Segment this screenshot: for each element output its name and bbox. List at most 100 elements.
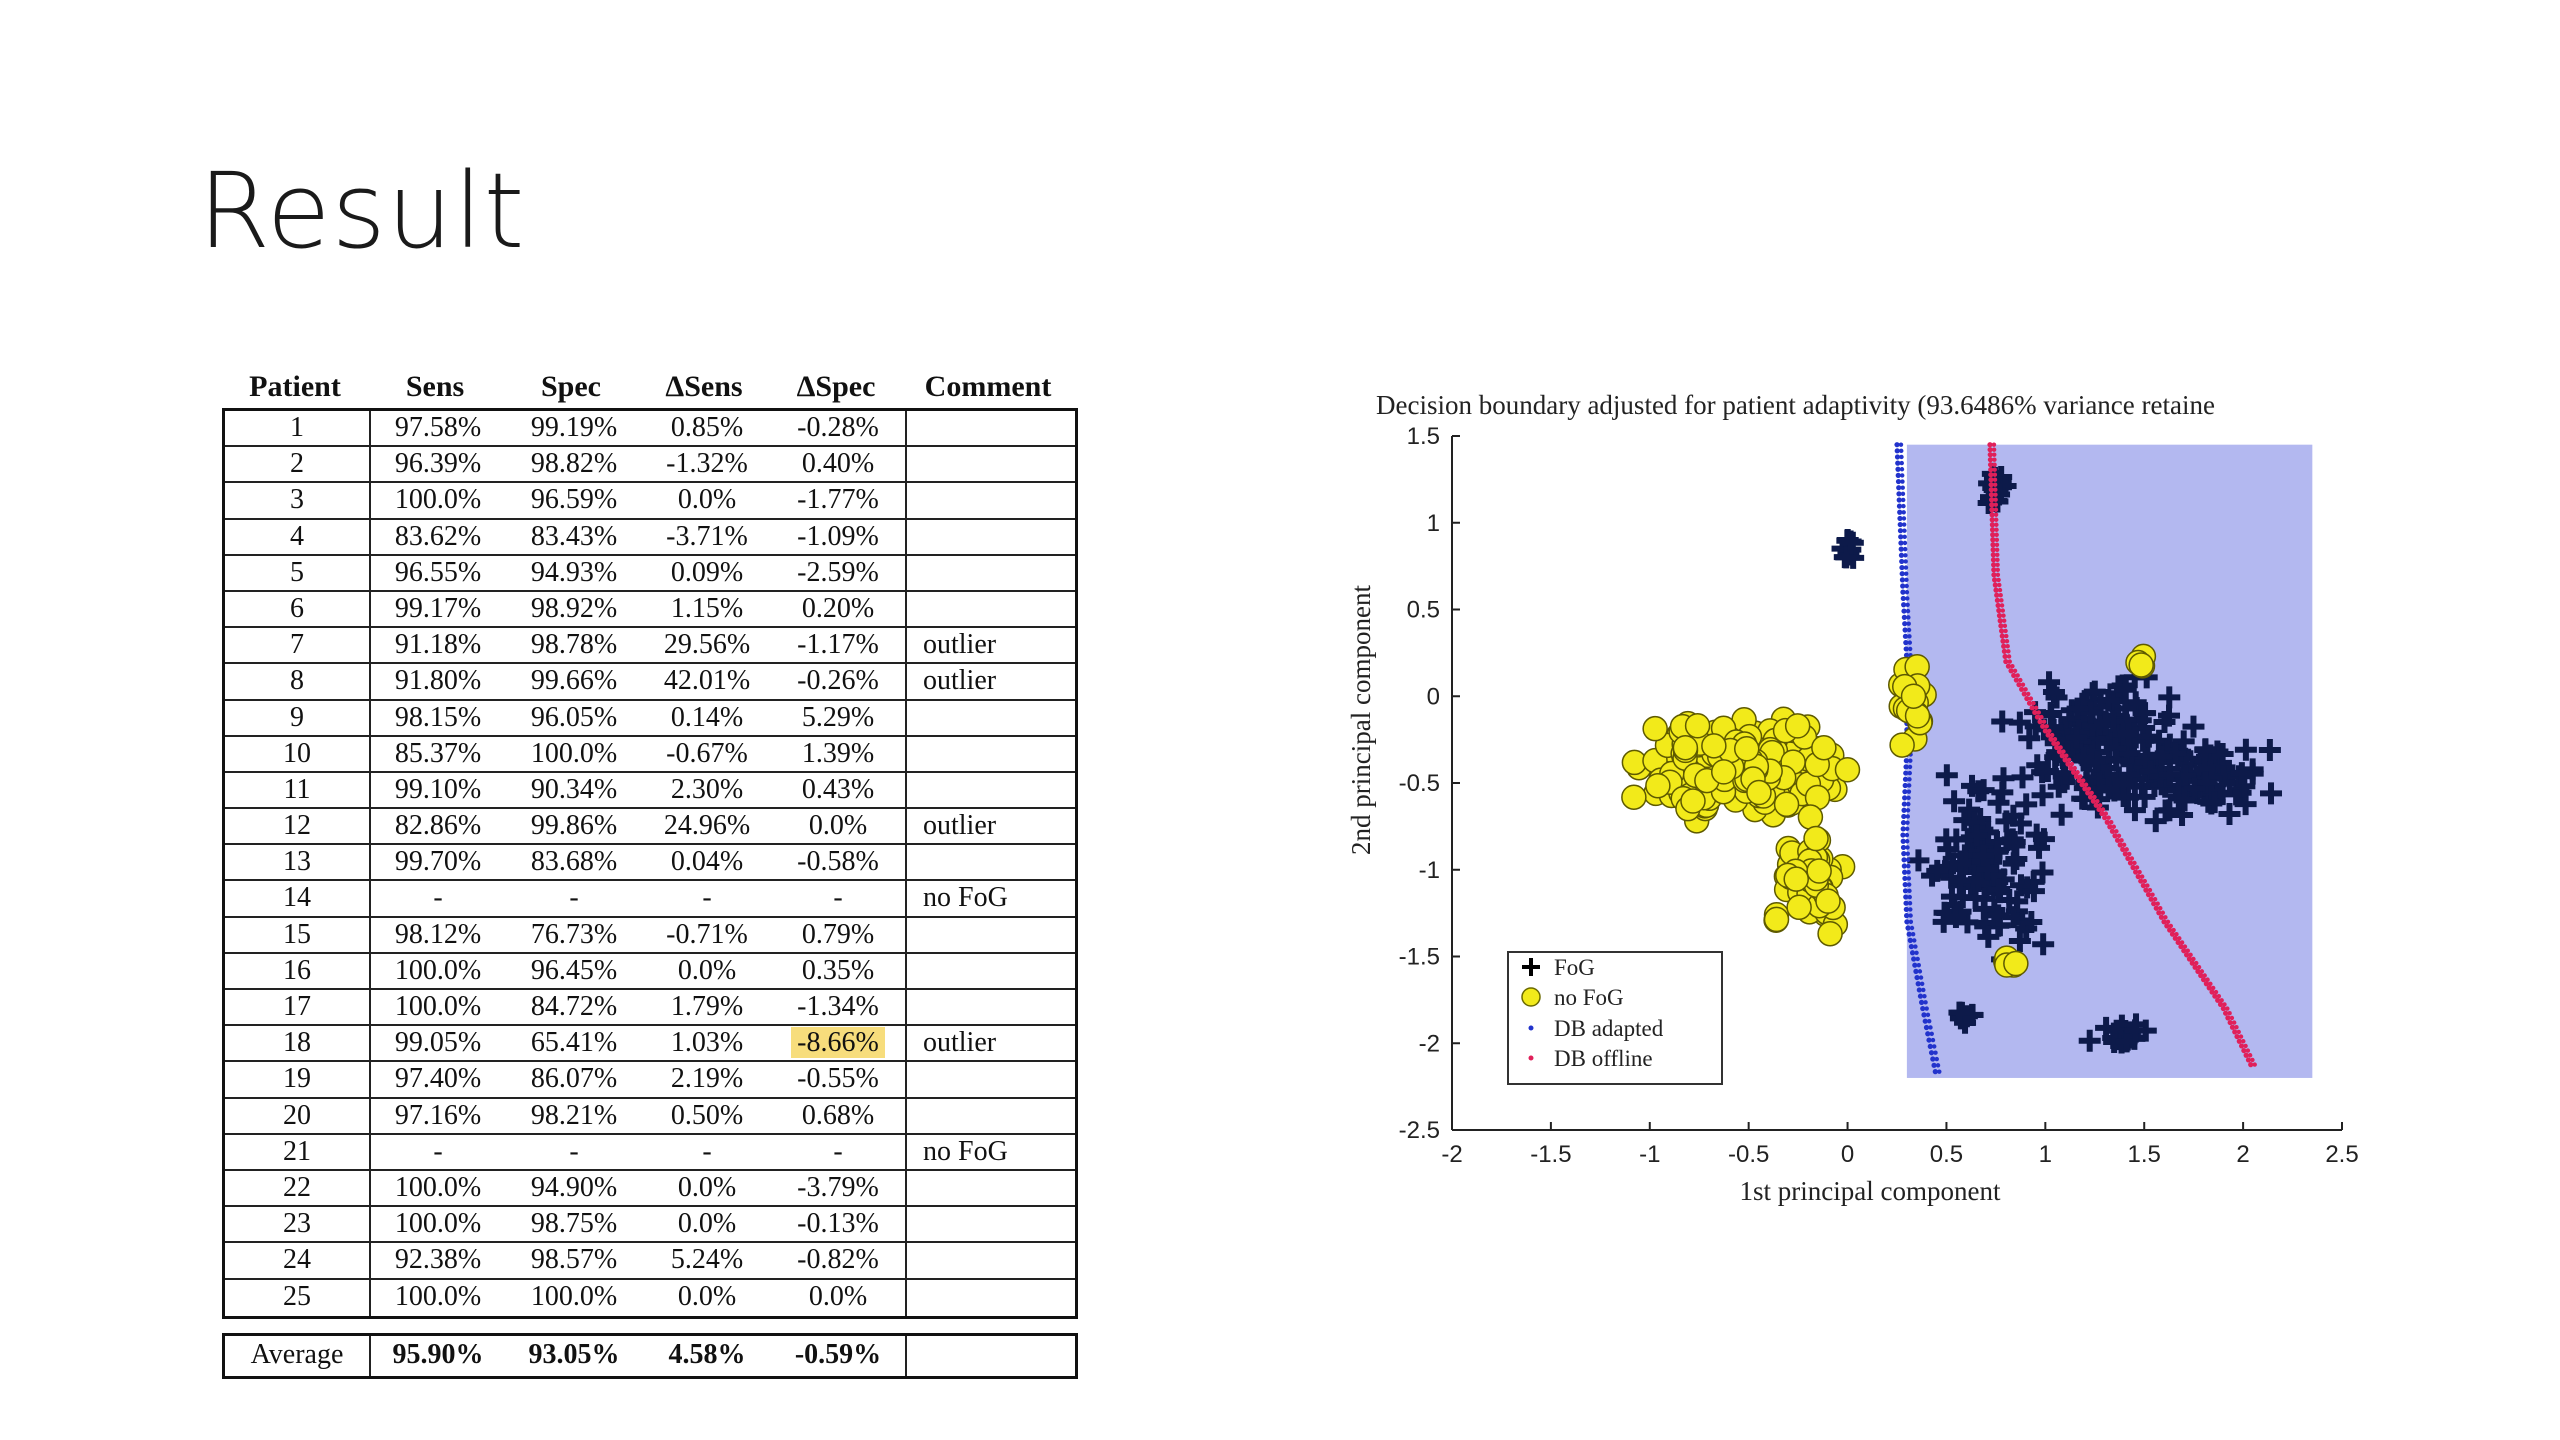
db-offline-point	[2208, 981, 2213, 986]
fog-point	[2003, 852, 2026, 875]
db-adapted-point	[1899, 558, 1905, 565]
fog-point	[2112, 773, 2135, 796]
cell-sens: -	[433, 1135, 443, 1167]
db-offline-point	[2152, 896, 2158, 902]
nofog-point	[1621, 784, 1647, 810]
db-adapted-point	[1898, 552, 1905, 558]
table-row: 1 97.58% 99.19% 0.85% -0.28%	[225, 411, 1075, 448]
db-offline-point	[2049, 732, 2055, 738]
cell-delta-spec: -0.82%	[771, 1243, 907, 1278]
db-adapted-point	[1906, 783, 1912, 788]
cell-delta-spec: 0.40%	[771, 447, 907, 482]
legend-nofog: no FoG	[1554, 985, 1624, 1010]
cell-spec: 84.72%	[530, 991, 618, 1022]
db-offline-point	[2181, 948, 2187, 954]
db-offline-point	[2019, 686, 2025, 692]
db-offline-point	[2188, 952, 2193, 958]
db-offline-point	[1992, 457, 1997, 462]
db-offline-point	[2021, 691, 2027, 697]
db-adapted-point	[1907, 640, 1913, 645]
fog-point	[2123, 799, 2146, 822]
db-adapted-point	[1904, 913, 1910, 919]
cell-patient: 15	[225, 917, 371, 952]
fog-point	[2124, 1019, 2147, 1042]
db-offline-point	[2000, 608, 2005, 613]
db-adapted-point	[1916, 987, 1922, 993]
cell-spec: 98.92%	[530, 592, 618, 624]
db-adapted-point	[1905, 857, 1911, 863]
db-offline-point	[2006, 649, 2011, 654]
fog-point	[2078, 1029, 2101, 1052]
db-adapted-point	[1907, 937, 1913, 943]
db-adapted-point	[1900, 479, 1905, 484]
db-adapted-point	[1902, 633, 1909, 639]
db-adapted-point	[1919, 981, 1925, 986]
db-offline-point	[2245, 1057, 2252, 1063]
db-offline-point	[2236, 1038, 2242, 1044]
db-offline-point	[2083, 782, 2089, 787]
cell-spec: 98.78%	[530, 629, 618, 661]
y-tick-label: 1.5	[1407, 423, 1440, 450]
db-adapted-point	[1905, 808, 1911, 813]
db-offline-point	[2058, 745, 2063, 750]
db-offline-point	[1990, 542, 1996, 548]
cell-delta-sens: 0.04%	[670, 846, 744, 878]
db-offline-point	[2245, 1048, 2251, 1053]
highlighted-value: -8.66%	[791, 1027, 885, 1059]
cell-spec: 96.45%	[530, 954, 618, 986]
cell-spec: 83.43%	[530, 520, 618, 552]
db-adapted-point	[1901, 510, 1906, 515]
nofog-point	[1783, 866, 1809, 892]
db-offline-point	[2243, 1052, 2249, 1058]
db-adapted-point	[1895, 466, 1901, 472]
db-offline-point	[1989, 507, 1995, 513]
db-offline-point	[2203, 981, 2209, 987]
db-offline-point	[1991, 567, 1997, 573]
db-offline-point	[2055, 741, 2061, 746]
fog-point	[2117, 722, 2140, 745]
db-offline-point	[1987, 457, 1994, 463]
db-adapted-point	[1902, 789, 1908, 795]
table-row: 12 82.86% 99.86% 24.96% 0.0% outlier	[225, 809, 1075, 846]
db-adapted-point	[1908, 907, 1913, 912]
db-offline-point	[2161, 919, 2167, 925]
db-offline-point	[2008, 668, 2014, 674]
db-offline-point	[2120, 846, 2126, 852]
db-offline-point	[2039, 714, 2044, 720]
db-offline-point	[1995, 557, 2000, 562]
nofog-point	[1889, 732, 1915, 758]
db-adapted-point	[1900, 589, 1906, 595]
db-adapted-point	[1916, 962, 1921, 968]
db-adapted-point	[1907, 888, 1912, 894]
db-offline-point	[2013, 677, 2019, 683]
db-adapted-point	[1908, 943, 1915, 950]
chart-legend: FoG no FoG DB adapted DB offline	[1507, 951, 1723, 1085]
y-tick-label: -2.5	[1399, 1117, 1440, 1144]
db-offline-point	[2085, 790, 2091, 796]
db-adapted-point	[1898, 546, 1904, 552]
db-adapted-point	[1932, 1069, 1938, 1075]
db-adapted-point	[1925, 1012, 1931, 1018]
db-offline-point	[2026, 700, 2033, 706]
db-adapted-point	[1905, 596, 1910, 601]
db-offline-point	[1998, 628, 2005, 634]
cell-patient: 23	[225, 1207, 371, 1242]
cell-comment	[907, 954, 1075, 988]
db-offline-point	[2104, 819, 2110, 825]
cell-delta-sens: 0.85%	[670, 412, 744, 443]
fog-point	[1972, 844, 1995, 867]
cell-patient: 5	[225, 555, 371, 590]
db-adapted-point	[1918, 999, 1925, 1005]
db-adapted-point	[1905, 602, 1910, 607]
y-tick-label: 0	[1427, 683, 1440, 710]
db-offline-point	[2211, 985, 2216, 991]
table-row: 13 99.70% 83.68% 0.04% -0.58%	[225, 845, 1075, 882]
db-offline-point	[2004, 638, 2010, 644]
db-adapted-point	[1901, 807, 1907, 813]
cell-delta-spec: -0.55%	[771, 1062, 907, 1097]
db-adapted-point	[1904, 577, 1909, 583]
nofog-point	[2003, 950, 2029, 977]
nofog-point	[1642, 715, 1668, 742]
cell-patient: 19	[225, 1062, 371, 1097]
fog-point	[2194, 739, 2217, 762]
